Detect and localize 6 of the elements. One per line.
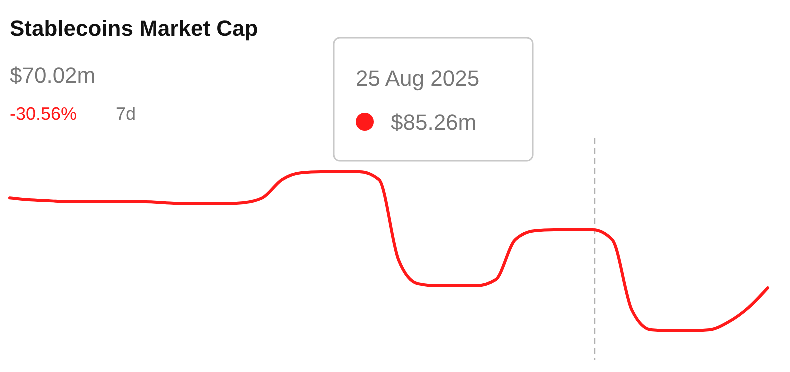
text: 25 Aug 2025 [356, 66, 480, 91]
text: 7d [116, 104, 136, 124]
text: -30.56% [10, 104, 78, 124]
chart-subtitle: $70.02m [10, 63, 96, 88]
chart-title: Stablecoins Market Cap [10, 16, 258, 41]
text: $85.26m [391, 110, 477, 135]
